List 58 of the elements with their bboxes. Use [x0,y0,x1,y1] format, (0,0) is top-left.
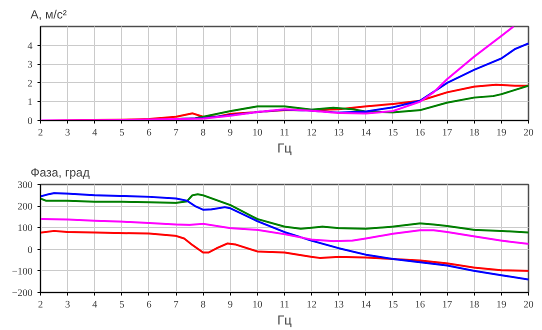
x-tick-label: 12 [306,300,317,310]
x-tick-label: 20 [524,128,534,138]
x-tick-label: 16 [415,128,426,138]
x-tick-label: 2 [38,300,43,310]
y-tick-label: 4 [28,40,32,52]
x-tick-label: 5 [119,128,124,138]
x-tick-label: 13 [334,128,344,138]
x-tick-label: 14 [360,300,371,310]
y-tick-label: 0 [28,116,32,127]
x-tick-label: 8 [200,128,206,138]
x-tick-label: 2 [38,128,43,138]
x-tick-label: 3 [65,128,70,138]
y-axis-title: А, м/с² [30,8,67,22]
y-tick-label: −200 [12,288,32,299]
x-tick-label: 20 [524,300,534,310]
y-tick-label: 1 [28,97,32,108]
line-series [40,193,528,234]
y-tick-label: 3 [28,60,32,71]
x-tick-label: 4 [92,300,98,310]
x-tick-label: 8 [200,300,206,310]
x-tick-label: 10 [252,300,262,310]
x-tick-label: 16 [415,300,426,310]
x-tick-label: 12 [306,128,317,138]
x-tick-label: 7 [174,128,179,138]
y-tick-label: 2 [28,78,32,90]
x-tick-label: 9 [228,300,233,310]
line-series [40,230,528,272]
x-tick-label: 17 [442,300,452,310]
x-tick-label: 9 [228,128,233,138]
x-tick-label: 11 [280,128,290,138]
x-tick-label: 15 [388,300,398,310]
x-tick-label: 19 [496,300,506,310]
y-tick-label: 0 [28,244,32,256]
y-axis-title: Фаза, град [30,166,90,180]
line-series [40,192,528,281]
x-tick-label: 4 [92,128,98,138]
line-series [40,26,515,120]
x-tick-label: 6 [146,300,152,310]
x-tick-label: 14 [360,128,371,138]
y-tick-label: 100 [18,223,32,234]
y-tick-label: 300 [18,180,32,191]
x-tick-label: 15 [388,128,398,138]
x-tick-label: 19 [496,128,506,138]
x-tick-label: 3 [65,300,70,310]
x-axis-title: Гц [277,140,292,156]
x-tick-label: 17 [442,128,452,138]
x-tick-label: 6 [146,128,152,138]
x-tick-label: 13 [334,300,344,310]
y-tick-label: −100 [12,266,32,278]
x-axis-title: Гц [277,312,292,328]
x-tick-label: 7 [174,300,179,310]
x-tick-label: 18 [469,300,480,310]
line-series [40,218,528,245]
x-tick-label: 10 [252,128,262,138]
y-tick-label: 200 [18,202,32,213]
x-tick-label: 11 [280,300,290,310]
x-tick-label: 18 [469,128,480,138]
x-tick-label: 5 [119,300,124,310]
